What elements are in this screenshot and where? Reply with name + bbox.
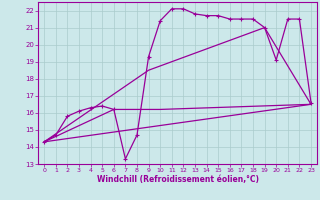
X-axis label: Windchill (Refroidissement éolien,°C): Windchill (Refroidissement éolien,°C) — [97, 175, 259, 184]
